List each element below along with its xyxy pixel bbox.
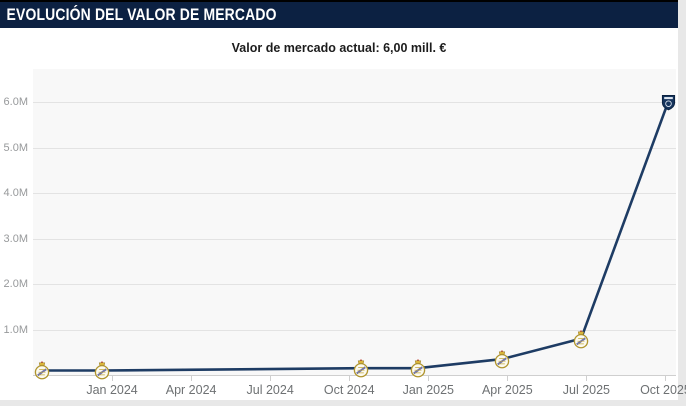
x-axis-label: Oct 2024 [323,383,375,397]
x-axis-label: Jan 2024 [86,383,138,397]
current-market-value-text: Valor de mercado actual: 6,00 mill. € [231,41,447,55]
x-axis-label: Apr 2024 [165,383,217,397]
x-axis-tick [112,375,114,381]
y-axis-label: 5.0M [3,141,28,154]
data-point-marker-dark-club-badge[interactable] [661,94,677,113]
y-axis-label: 4.0M [3,187,28,200]
page-title: EVOLUCIÓN DEL VALOR DE MERCADO [6,5,277,24]
data-point-marker-real-madrid-crest[interactable] [34,361,50,380]
x-axis-label: Jan 2025 [402,383,454,397]
x-axis-tick [270,375,272,381]
data-point-marker-real-madrid-crest[interactable] [573,330,589,349]
x-axis-line [33,375,676,376]
gridline [33,193,676,195]
x-axis-label: Apr 2025 [481,383,533,397]
x-axis-tick [665,375,667,381]
y-axis-label: 6.0M [3,96,28,109]
x-axis-tick [586,375,588,381]
gridline [33,238,676,240]
gridline [33,147,676,149]
gridline [33,284,676,286]
data-point-marker-real-madrid-crest[interactable] [494,350,510,369]
data-point-marker-real-madrid-crest[interactable] [94,361,110,380]
x-axis-label: Jul 2025 [562,383,611,397]
x-axis-label: Oct 2025 [640,383,686,397]
x-axis-label: Jul 2024 [246,383,294,397]
x-axis-tick [191,375,193,381]
x-axis-tick [428,375,430,381]
y-axis-label: 2.0M [3,278,28,291]
gridline [33,102,676,104]
data-point-marker-real-madrid-crest[interactable] [410,359,426,378]
x-axis-tick [507,375,509,381]
y-axis-label: 3.0M [3,232,28,245]
x-axis-tick [349,375,351,381]
y-axis-label: 1.0M [3,323,28,336]
data-point-marker-real-madrid-crest[interactable] [353,359,369,378]
section-header-bar: EVOLUCIÓN DEL VALOR DE MERCADO [0,0,678,28]
